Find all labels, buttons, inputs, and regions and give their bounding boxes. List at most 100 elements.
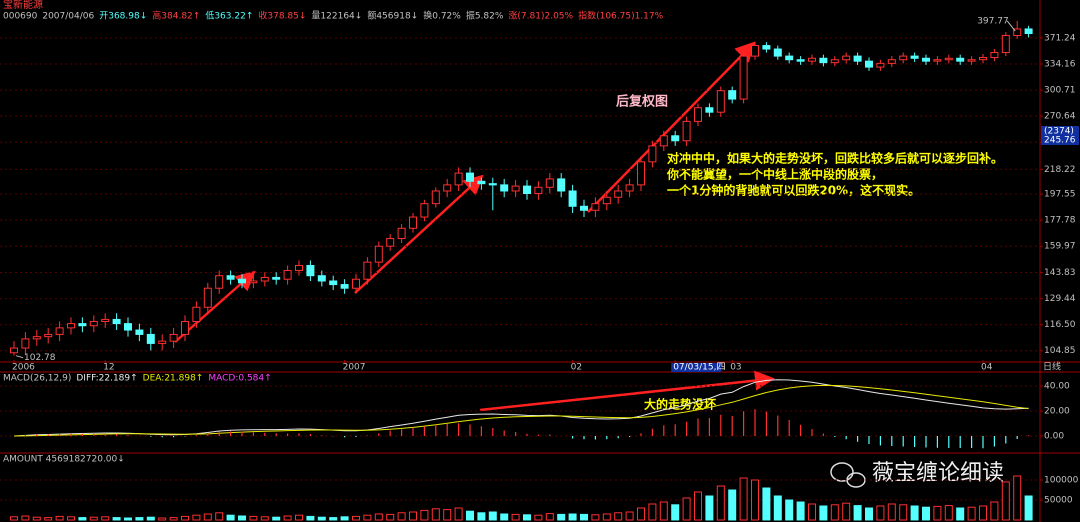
candle-body [146, 333, 155, 344]
candle-body [203, 287, 212, 308]
y-tick-label: 50000 [1044, 496, 1073, 506]
candle-body [169, 333, 178, 342]
info-item: 000690 [3, 12, 38, 22]
candle-body [443, 184, 452, 192]
candle-body [876, 62, 885, 68]
candle-body [329, 280, 338, 286]
volume-bar [1013, 475, 1022, 521]
volume-bar [363, 514, 372, 521]
volume-bar [374, 513, 383, 521]
volume-bar [990, 501, 999, 521]
candle-body [728, 90, 737, 100]
y-tick-label: 100000 [1044, 476, 1079, 486]
candle-body [534, 186, 543, 194]
volume-bar [32, 516, 41, 521]
y-tick-label: 270.64 [1044, 112, 1076, 122]
volume-bar [397, 512, 406, 521]
candle-body [477, 180, 486, 185]
candle-body [922, 57, 930, 62]
volume-bar [146, 516, 155, 521]
volume-bar [751, 479, 759, 521]
volume-bar [762, 487, 771, 521]
candle-body [386, 238, 395, 247]
candle-body [659, 135, 668, 147]
candle-body [705, 107, 714, 113]
volume-bar [295, 514, 303, 521]
volume-bar [819, 505, 828, 521]
volume-bar [44, 517, 53, 521]
info-item: 指数(106.75)1.17% [578, 10, 664, 22]
candle-body [819, 57, 828, 64]
volume-bar [808, 503, 816, 521]
annotation: 后复权图 [616, 94, 668, 110]
volume-bar [409, 511, 417, 521]
candle-body [135, 329, 144, 335]
candle-body [295, 264, 303, 272]
volume-bar [796, 501, 805, 521]
candle-body [796, 59, 805, 62]
volume-bar [523, 514, 531, 521]
info-item: 涨(7.81)2.05% [508, 11, 573, 22]
candle-body [112, 318, 121, 325]
volume-bar [602, 513, 611, 521]
info-item: 高384.82↑ [152, 10, 200, 22]
candle-body [933, 59, 942, 62]
watermark: 薇宝缠论细读 [830, 461, 1004, 488]
volume-bar [340, 516, 349, 521]
panel-title: AMOUNT 4569182720.00↓ [3, 455, 125, 465]
x-tick-label: 2007 [343, 363, 366, 373]
volume-bar [112, 517, 121, 521]
annotation: 大的走势没坏 [644, 397, 716, 412]
candle-body [317, 275, 326, 282]
volume-bar [260, 516, 269, 521]
y-tick-label: 143.83 [1044, 268, 1076, 278]
candle-body [785, 55, 794, 61]
candle-body [10, 347, 18, 354]
low-label: 102.78 [24, 353, 56, 363]
volume-bar [614, 512, 623, 521]
info-item: 开368.98↓ [99, 11, 147, 22]
candle-body [853, 55, 862, 62]
candle-body [568, 190, 577, 207]
volume-bar [876, 505, 885, 521]
volume-bar [842, 502, 851, 521]
candle-body [89, 321, 98, 327]
x-tick-label: 03 [730, 363, 741, 373]
y-tick-label: 129.44 [1044, 294, 1076, 304]
candle-body [409, 216, 417, 229]
arrow [354, 174, 484, 294]
volume-bar [728, 489, 737, 521]
volume-bar [671, 504, 680, 521]
candle-body [990, 52, 999, 59]
volume-bar [979, 505, 987, 521]
candle-body [944, 57, 953, 61]
candle-body [716, 90, 725, 113]
legend-entry: DIFF:22.189↑ [76, 374, 137, 384]
candle-body [671, 135, 680, 142]
y-tick-label: 177.78 [1044, 216, 1076, 226]
y-tick-label: 334.16 [1044, 59, 1076, 69]
candle-body [78, 323, 87, 327]
volume-bar [580, 513, 588, 521]
y-tick-label: 40.00 [1044, 382, 1070, 392]
candle-body [1013, 28, 1022, 36]
candle-body [899, 55, 908, 61]
cursor-value: 245.76 [1044, 136, 1076, 146]
candle-body [44, 333, 53, 338]
y-tick-label: 218.22 [1044, 165, 1076, 175]
volume-bar [21, 515, 30, 521]
candle-body [466, 172, 474, 182]
volume-bar [55, 515, 64, 521]
volume-bar [887, 503, 896, 521]
volume-bar [557, 513, 566, 521]
volume-bar [534, 514, 543, 521]
y-tick-label: 104.85 [1044, 346, 1076, 356]
volume-bar [101, 516, 110, 521]
low-pointer [15, 355, 24, 359]
volume-bar [591, 514, 600, 521]
panel-title: MACD(26,12,9) [3, 374, 71, 384]
candle-body [614, 190, 623, 198]
candle-body [739, 55, 748, 100]
